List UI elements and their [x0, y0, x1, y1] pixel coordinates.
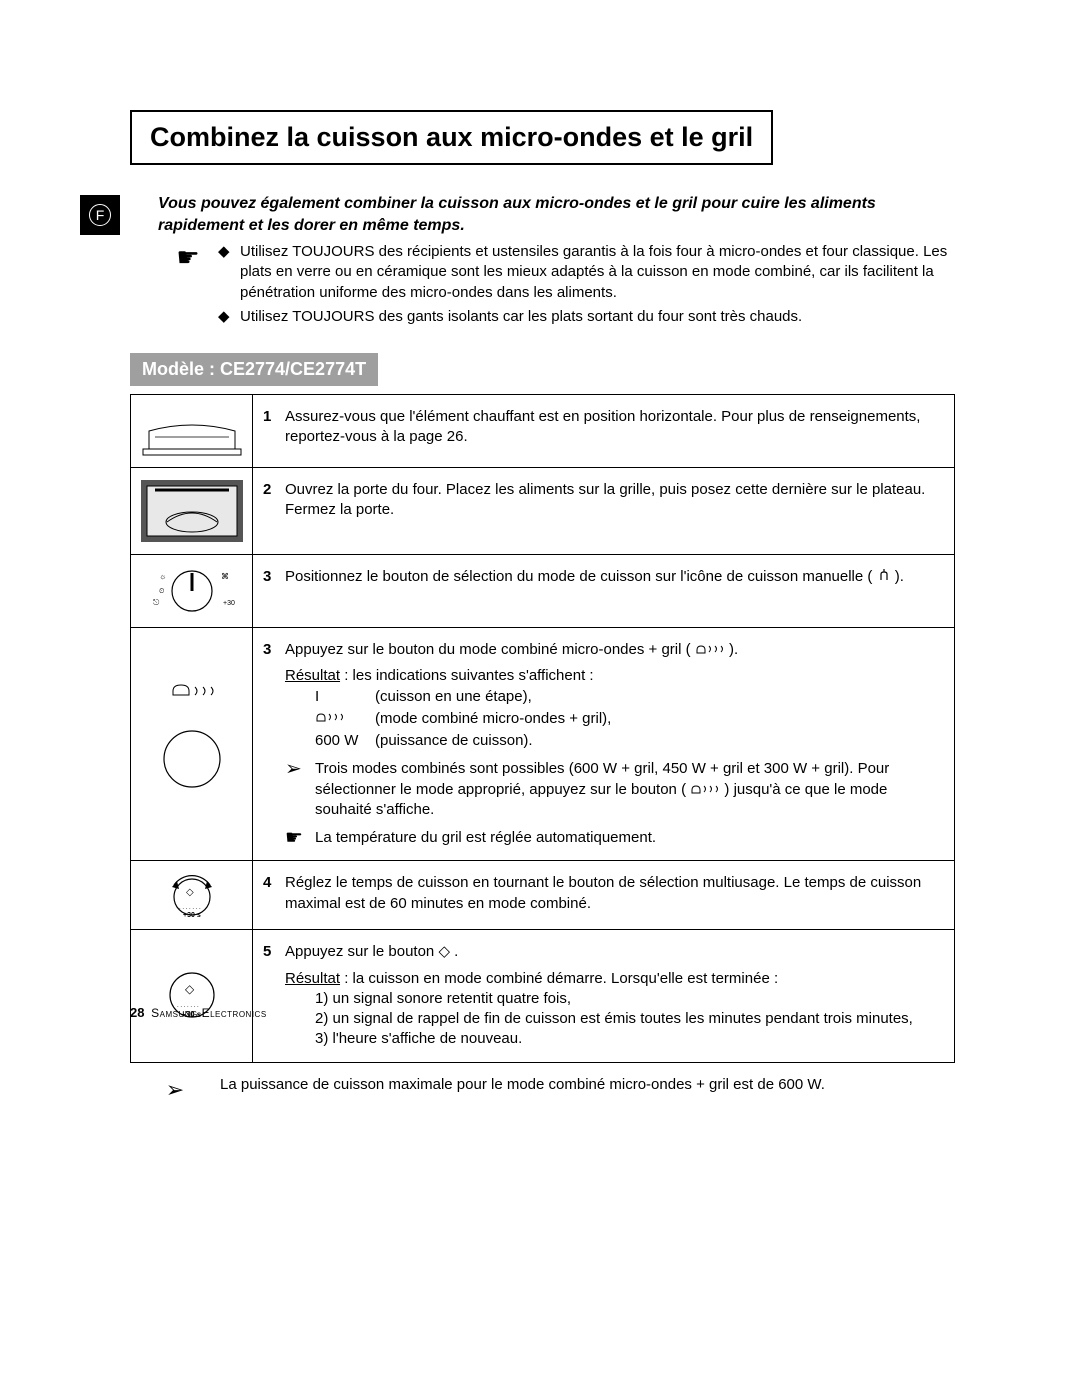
page-content: Combinez la cuisson aux micro-ondes et l…	[130, 110, 955, 1104]
start-icon: ◇	[438, 943, 450, 960]
step-3-text-a: Positionnez le bouton de sélection du mo…	[285, 568, 872, 585]
svg-text:⎋: ⎋	[153, 598, 160, 607]
step-3b-li-3: (puissance de cuisson).	[375, 731, 533, 751]
bullet-2: Utilisez TOUJOURS des gants isolants car…	[240, 307, 802, 327]
step-row-3: ☼ ⌘ ⎋ +30 ⏲ 3 Positionnez le bouton de s…	[131, 554, 954, 627]
step-5-result-label: Résultat	[285, 970, 340, 987]
manual-cook-icon	[877, 569, 891, 583]
svg-text:+30 s: +30 s	[183, 912, 201, 919]
step-4-illustration: ◇ . . . . . . . +30 s	[131, 861, 253, 929]
step-row-4: ◇ . . . . . . . +30 s 4 Réglez le temps …	[131, 860, 954, 929]
step-2-illustration	[131, 468, 253, 554]
step-3b-body: Appuyez sur le bouton du mode combiné mi…	[285, 640, 938, 848]
footnote-text: La puissance de cuisson maximale pour le…	[220, 1075, 825, 1105]
step-row-3b: 3 Appuyez sur le bouton du mode combiné …	[131, 627, 954, 860]
steps-table: 1 Assurez-vous que l'élément chauffant e…	[130, 394, 955, 1063]
combi-icon	[690, 783, 720, 795]
svg-text:☼: ☼	[159, 572, 166, 581]
page-footer: 28 Samsung Electronics	[130, 1005, 267, 1020]
step-3b-list: I(cuisson en une étape), (mode combiné m…	[315, 687, 938, 752]
step-4-text: Réglez le temps de cuisson en tournant l…	[285, 873, 938, 917]
step-5-number: 5	[263, 942, 285, 1049]
step-1-text: Assurez-vous que l'élément chauffant est…	[285, 407, 938, 455]
step-5-result-tail: : la cuisson en mode combiné démarre. Lo…	[340, 970, 778, 987]
page-number: 28	[130, 1005, 144, 1020]
arrow-icon: ➢	[130, 1075, 220, 1105]
step-3b-number: 3	[263, 640, 285, 848]
model-label: Modèle : CE2774/CE2774T	[130, 353, 378, 386]
step-3b-li-3-sym: 600 W	[315, 731, 375, 751]
svg-text:◇: ◇	[186, 887, 194, 898]
step-row-1: 1 Assurez-vous que l'élément chauffant e…	[131, 395, 954, 467]
step-2-text: Ouvrez la porte du four. Placez les alim…	[285, 480, 938, 542]
step-3b-illustration	[131, 628, 253, 860]
svg-text:⌘: ⌘	[221, 572, 229, 581]
step-1-illustration	[131, 395, 253, 467]
step-3b-result-label: Résultat	[285, 667, 340, 684]
step-3b-li-1: (cuisson en une étape),	[375, 687, 532, 707]
step-5-illustration: ◇ . . . . . . . +30 s	[131, 930, 253, 1061]
step-3b-result-tail: : les indications suivantes s'affichent …	[340, 667, 594, 684]
step-3b-hand-text: La température du gril est réglée automa…	[315, 828, 938, 848]
step-3-illustration: ☼ ⌘ ⎋ +30 ⏲	[131, 555, 253, 627]
svg-text:+30: +30	[223, 600, 235, 607]
language-badge: F	[80, 195, 120, 235]
bullet-1: Utilisez TOUJOURS des récipients et uste…	[240, 242, 955, 303]
hand-icon: ☛	[285, 828, 315, 848]
step-5-item-3: 3) l'heure s'affiche de nouveau.	[315, 1029, 938, 1049]
step-4-number: 4	[263, 873, 285, 917]
intro-bullets: ◆Utilisez TOUJOURS des récipients et ust…	[218, 242, 955, 331]
hand-icon: ☛	[158, 242, 218, 270]
step-3b-line1a: Appuyez sur le bouton du mode combiné mi…	[285, 641, 695, 658]
page-title: Combinez la cuisson aux micro-ondes et l…	[130, 110, 773, 165]
step-5-body: Appuyez sur le bouton ◇ . Résultat : la …	[285, 942, 938, 1049]
intro-emphasis: Vous pouvez également combiner la cuisso…	[158, 193, 955, 236]
step-1-number: 1	[263, 407, 285, 455]
step-row-2: 2 Ouvrez la porte du four. Placez les al…	[131, 467, 954, 554]
svg-text:◇: ◇	[185, 982, 195, 996]
step-5-item-2: 2) un signal de rappel de fin de cuisson…	[315, 1009, 938, 1029]
intro-block: Vous pouvez également combiner la cuisso…	[158, 193, 955, 331]
step-3-text-b: ).	[895, 568, 904, 585]
svg-text:. . . . . . .: . . . . . . .	[179, 905, 201, 911]
step-5-line1a: Appuyez sur le bouton	[285, 943, 438, 960]
footnote: ➢ La puissance de cuisson maximale pour …	[130, 1075, 955, 1105]
step-3b-line1b: ).	[729, 641, 738, 658]
step-3-text: Positionnez le bouton de sélection du mo…	[285, 567, 938, 615]
step-3-number: 3	[263, 567, 285, 615]
step-5-item-1: 1) un signal sonore retentit quatre fois…	[315, 989, 938, 1009]
arrow-icon: ➢	[285, 759, 315, 779]
step-row-5: ◇ . . . . . . . +30 s 5 Appuyez sur le b…	[131, 929, 954, 1061]
language-badge-letter: F	[96, 207, 105, 223]
step-2-number: 2	[263, 480, 285, 542]
svg-text:⏲: ⏲	[159, 588, 165, 595]
step-5-line1b: .	[454, 943, 458, 960]
combi-icon	[315, 711, 345, 723]
step-3b-li-2: (mode combiné micro-ondes + gril),	[375, 709, 611, 729]
footer-brand: Samsung Electronics	[151, 1006, 267, 1020]
combi-icon	[695, 643, 725, 655]
